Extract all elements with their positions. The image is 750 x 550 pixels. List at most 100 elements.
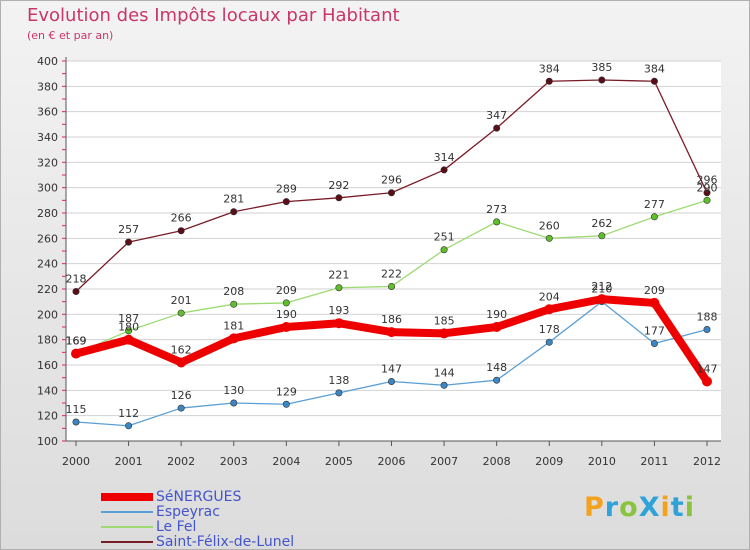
data-label: 129 xyxy=(276,385,297,398)
data-point xyxy=(703,196,711,204)
legend-swatch xyxy=(101,511,153,513)
data-label: 147 xyxy=(697,362,718,375)
data-point xyxy=(598,76,606,84)
data-point xyxy=(125,422,133,430)
data-point xyxy=(703,326,711,334)
data-label: 115 xyxy=(66,403,87,416)
y-tick-label: 280 xyxy=(37,207,58,220)
data-point xyxy=(177,227,185,235)
data-label: 144 xyxy=(434,366,455,379)
x-tick-label: 2009 xyxy=(535,455,563,468)
data-point xyxy=(493,124,501,132)
y-tick-label: 340 xyxy=(37,131,58,144)
data-point xyxy=(387,377,395,385)
legend-item: Le Fel xyxy=(101,519,196,535)
data-label: 251 xyxy=(434,231,455,244)
data-label: 130 xyxy=(223,384,244,397)
data-point xyxy=(544,304,555,315)
data-point xyxy=(387,282,395,290)
y-tick-label: 320 xyxy=(37,156,58,169)
data-point xyxy=(177,309,185,317)
data-label: 201 xyxy=(171,294,192,307)
x-tick-label: 2006 xyxy=(378,455,406,468)
data-label: 212 xyxy=(591,280,612,293)
data-label: 290 xyxy=(697,181,718,194)
data-label: 273 xyxy=(486,203,507,216)
data-point xyxy=(282,400,290,408)
data-point xyxy=(335,194,343,202)
y-tick-label: 160 xyxy=(37,359,58,372)
y-tick-label: 360 xyxy=(37,106,58,119)
data-point xyxy=(439,328,450,339)
data-label: 266 xyxy=(171,212,192,225)
data-point xyxy=(176,357,187,368)
x-tick-label: 2010 xyxy=(588,455,616,468)
data-label: 277 xyxy=(644,198,665,211)
x-tick-label: 2002 xyxy=(167,455,195,468)
data-label: 384 xyxy=(539,62,560,75)
x-tick-label: 2000 xyxy=(62,455,90,468)
data-label: 289 xyxy=(276,183,297,196)
data-label: 204 xyxy=(539,290,560,303)
data-point xyxy=(333,318,344,329)
chart-subtitle: (en € et par an) xyxy=(27,29,114,42)
data-point xyxy=(72,288,80,296)
logo-letter: i xyxy=(684,492,695,523)
data-label: 180 xyxy=(118,321,139,334)
data-label: 177 xyxy=(644,324,665,337)
legend-label: Espeyrac xyxy=(156,504,220,520)
data-point xyxy=(493,218,501,226)
logo-letter: o xyxy=(619,492,639,523)
data-label: 262 xyxy=(591,217,612,230)
data-point xyxy=(387,189,395,197)
x-tick-label: 2005 xyxy=(325,455,353,468)
data-label: 148 xyxy=(486,361,507,374)
legend-swatch xyxy=(101,493,153,501)
data-label: 281 xyxy=(223,193,244,206)
data-label: 260 xyxy=(539,219,560,232)
data-point xyxy=(335,284,343,292)
data-point xyxy=(440,166,448,174)
data-label: 181 xyxy=(223,319,244,332)
x-tick-label: 2004 xyxy=(272,455,300,468)
data-label: 147 xyxy=(381,362,402,375)
data-label: 384 xyxy=(644,62,665,75)
data-label: 209 xyxy=(644,284,665,297)
proxiti-logo: ProXiti xyxy=(584,492,695,523)
data-label: 314 xyxy=(434,151,455,164)
data-point xyxy=(491,322,502,332)
logo-letter: P xyxy=(584,492,605,523)
data-label: 385 xyxy=(591,61,612,74)
x-tick-label: 2012 xyxy=(693,455,721,468)
x-tick-label: 2001 xyxy=(115,455,143,468)
data-point xyxy=(123,334,134,345)
data-point xyxy=(649,297,660,308)
data-label: 169 xyxy=(66,335,87,348)
legend-item: Saint-Félix-de-Lunel xyxy=(101,534,294,550)
data-label: 188 xyxy=(697,311,718,324)
data-point xyxy=(650,339,658,347)
data-point xyxy=(72,418,80,426)
x-tick-label: 2007 xyxy=(430,455,458,468)
data-point xyxy=(702,376,712,387)
data-label: 209 xyxy=(276,284,297,297)
data-point xyxy=(598,232,606,240)
data-label: 296 xyxy=(697,174,718,187)
plot-area xyxy=(66,61,721,441)
data-point xyxy=(281,322,292,332)
data-label: 126 xyxy=(171,389,192,402)
y-tick-label: 260 xyxy=(37,232,58,245)
legend-swatch xyxy=(101,541,153,543)
y-tick-label: 380 xyxy=(37,80,58,93)
y-tick-label: 140 xyxy=(37,384,58,397)
data-label: 187 xyxy=(118,312,139,325)
data-point xyxy=(596,294,607,305)
data-point xyxy=(545,234,553,242)
data-point xyxy=(703,189,711,197)
data-point xyxy=(230,399,238,407)
y-tick-label: 300 xyxy=(37,182,58,195)
data-label: 138 xyxy=(328,374,349,387)
legend-item: Espeyrac xyxy=(101,504,220,520)
